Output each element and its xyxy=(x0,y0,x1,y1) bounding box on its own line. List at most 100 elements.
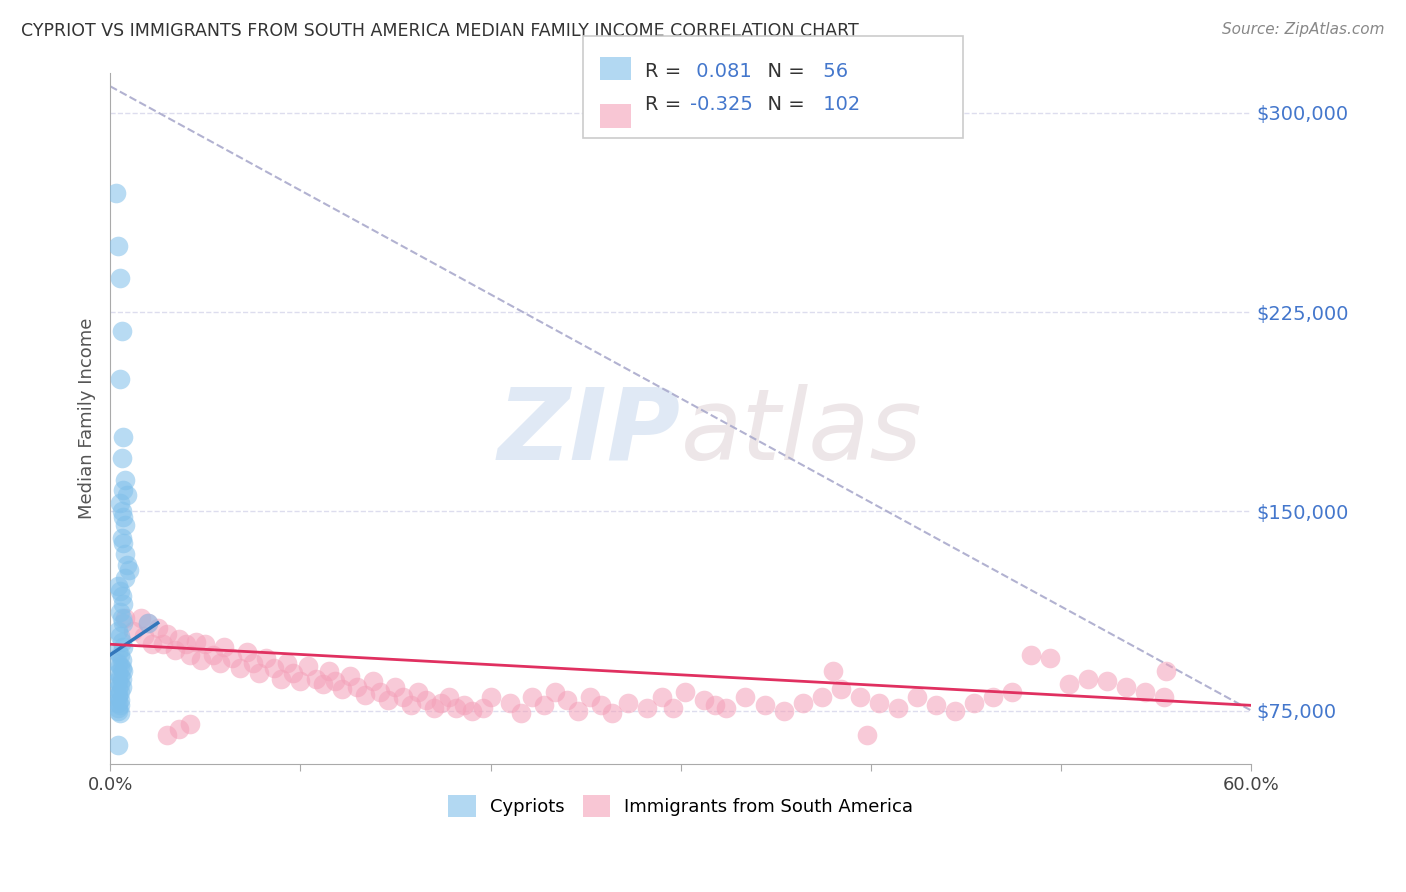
Point xyxy=(107,656,129,670)
Point xyxy=(107,738,129,752)
Point xyxy=(107,704,129,718)
Point xyxy=(136,615,159,630)
Point xyxy=(112,615,135,630)
Point xyxy=(108,584,131,599)
Point xyxy=(112,598,135,612)
Point xyxy=(117,488,139,502)
Point xyxy=(905,690,928,705)
Point xyxy=(323,674,346,689)
Point xyxy=(422,701,444,715)
Point xyxy=(754,698,776,713)
Point xyxy=(830,682,852,697)
Point xyxy=(270,672,292,686)
Text: -0.325: -0.325 xyxy=(690,95,754,114)
Point xyxy=(108,658,131,673)
Point xyxy=(346,680,368,694)
Point xyxy=(339,669,361,683)
Point xyxy=(107,688,129,702)
Point xyxy=(290,674,312,689)
Point xyxy=(214,640,236,654)
Point xyxy=(522,690,544,705)
Point xyxy=(692,693,714,707)
Point xyxy=(1095,674,1118,689)
Point xyxy=(114,571,136,585)
Point xyxy=(107,701,129,715)
Point xyxy=(110,672,132,686)
Point xyxy=(247,666,270,681)
Point xyxy=(602,706,624,721)
Point xyxy=(1133,685,1156,699)
Point xyxy=(107,674,129,689)
Point xyxy=(201,648,224,662)
Point xyxy=(107,579,129,593)
Text: 56: 56 xyxy=(817,62,848,81)
Point xyxy=(377,693,399,707)
Point xyxy=(651,690,673,705)
Point xyxy=(533,698,555,713)
Point xyxy=(108,496,131,510)
Point xyxy=(446,701,468,715)
Point xyxy=(399,698,422,713)
Point xyxy=(472,701,495,715)
Point xyxy=(368,685,391,699)
Point xyxy=(112,483,135,497)
Point xyxy=(112,430,135,444)
Point xyxy=(384,680,406,694)
Point xyxy=(108,677,131,691)
Point xyxy=(174,637,197,651)
Point xyxy=(848,690,870,705)
Point xyxy=(868,696,890,710)
Point xyxy=(110,531,132,545)
Point xyxy=(107,666,129,681)
Point xyxy=(437,690,460,705)
Point xyxy=(112,536,135,550)
Point xyxy=(236,645,259,659)
Point xyxy=(886,701,908,715)
Point xyxy=(107,645,129,659)
Point xyxy=(318,664,340,678)
Point xyxy=(254,650,277,665)
Point xyxy=(281,666,304,681)
Point xyxy=(578,690,600,705)
Point xyxy=(460,704,482,718)
Point xyxy=(146,621,169,635)
Point xyxy=(107,682,129,697)
Point xyxy=(114,517,136,532)
Point xyxy=(156,626,179,640)
Point xyxy=(108,606,131,620)
Point xyxy=(167,632,190,646)
Point xyxy=(943,704,966,718)
Point xyxy=(110,590,132,604)
Point xyxy=(662,701,685,715)
Text: R =: R = xyxy=(645,95,688,114)
Point xyxy=(179,648,201,662)
Text: N =: N = xyxy=(755,95,811,114)
Y-axis label: Median Family Income: Median Family Income xyxy=(79,318,96,519)
Point xyxy=(498,696,520,710)
Point xyxy=(108,706,131,721)
Text: Source: ZipAtlas.com: Source: ZipAtlas.com xyxy=(1222,22,1385,37)
Point xyxy=(107,690,129,705)
Point xyxy=(589,698,612,713)
Point xyxy=(184,634,207,648)
Point xyxy=(108,698,131,713)
Point xyxy=(312,677,335,691)
Point xyxy=(636,701,658,715)
Point xyxy=(821,664,844,678)
Point xyxy=(1077,672,1099,686)
Point xyxy=(104,186,127,200)
Text: CYPRIOT VS IMMIGRANTS FROM SOUTH AMERICA MEDIAN FAMILY INCOME CORRELATION CHART: CYPRIOT VS IMMIGRANTS FROM SOUTH AMERICA… xyxy=(21,22,859,40)
Point xyxy=(108,693,131,707)
Point xyxy=(704,698,727,713)
Point xyxy=(555,693,578,707)
Point xyxy=(110,634,132,648)
Text: 0.081: 0.081 xyxy=(690,62,752,81)
Point xyxy=(110,653,132,667)
Point xyxy=(510,706,533,721)
Point xyxy=(1154,664,1177,678)
Point xyxy=(163,642,186,657)
Point xyxy=(1039,650,1062,665)
Point xyxy=(108,648,131,662)
Point xyxy=(107,696,129,710)
Point xyxy=(179,717,201,731)
